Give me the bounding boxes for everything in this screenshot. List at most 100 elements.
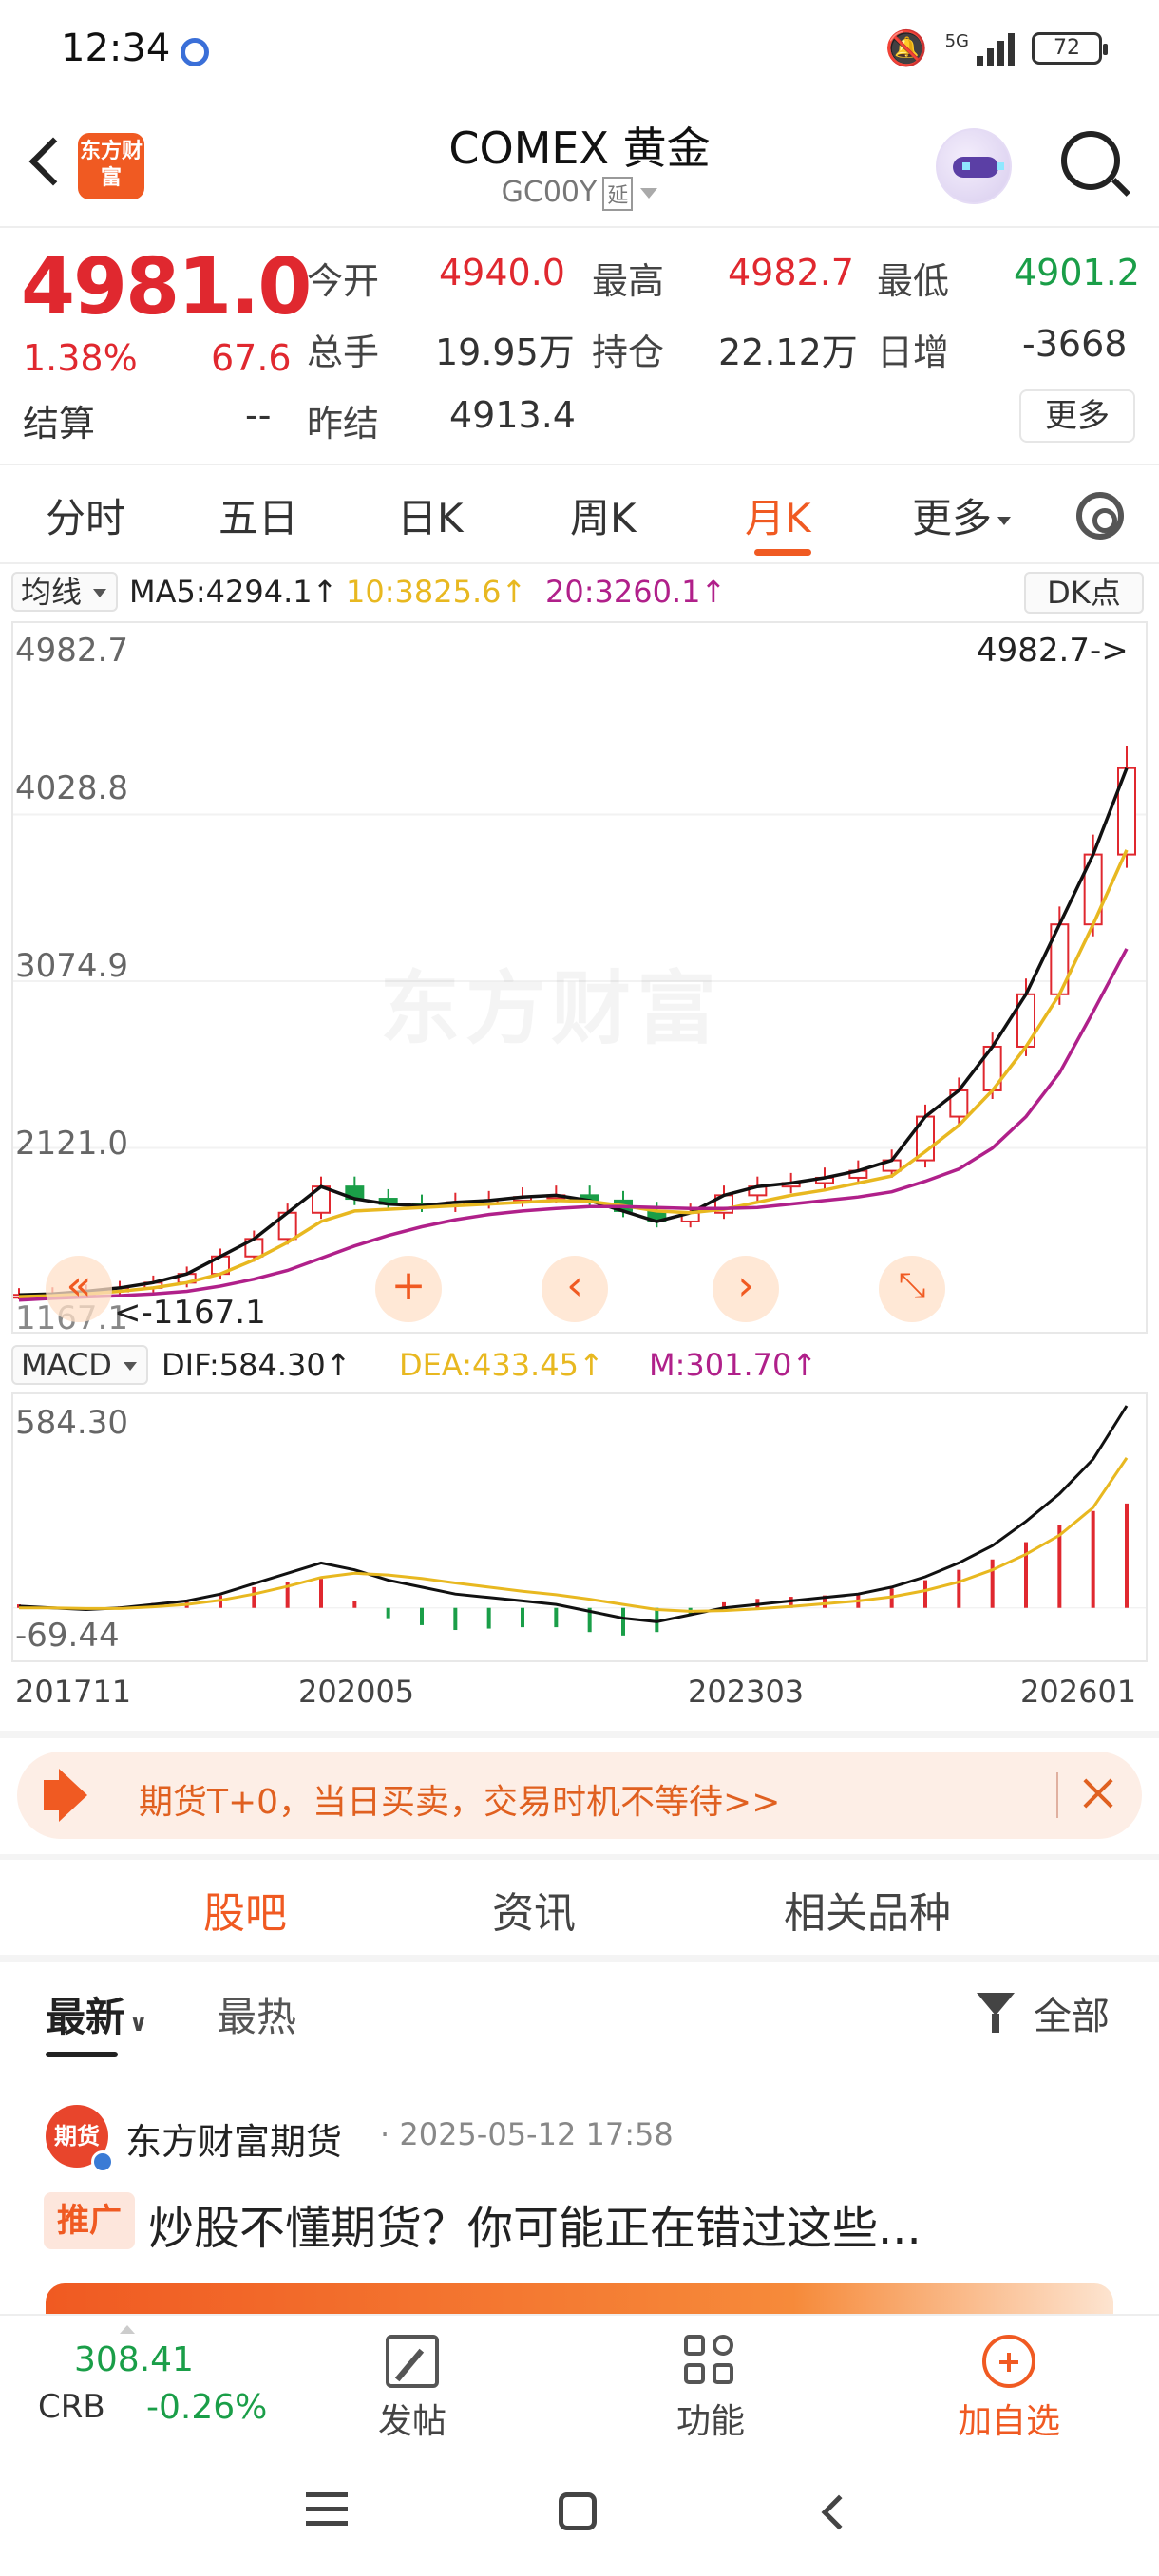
post-title[interactable]: 炒股不懂期货？你可能正在错过这些...: [148, 2202, 922, 2255]
promo-tag: 推广: [44, 2192, 135, 2249]
y-label-max: 4982.7: [15, 632, 128, 670]
status-right: 🔕 5G 72: [885, 28, 1108, 68]
post-button[interactable]: 发帖: [336, 2335, 488, 2443]
macd-chart[interactable]: [11, 1392, 1148, 1662]
open-label: 今开: [307, 260, 380, 302]
signal-icon: 5G: [945, 31, 1015, 66]
open-interest-value: 22.12万: [718, 331, 858, 373]
tab-more[interactable]: 更多: [912, 486, 1012, 544]
battery-icon: 72: [1032, 32, 1108, 65]
last-price: 4981.0: [21, 242, 312, 332]
macd-bar: [453, 1607, 458, 1631]
zoom-in-icon[interactable]: +: [375, 1256, 442, 1322]
post-item[interactable]: 期货 东方财富期货 · 2025-05-12 17:58 推广 炒股不懂期货？你…: [0, 2099, 1159, 2321]
section-gap: [0, 1731, 1159, 1738]
macd-select[interactable]: MACD: [11, 1345, 148, 1385]
add-circle-icon: [982, 2335, 1036, 2388]
promo-text: 期货T+0，当日买卖，交易时机不等待>>: [139, 1783, 781, 1822]
tab-monthly-k[interactable]: 月K: [745, 495, 811, 541]
macd-bar: [554, 1607, 559, 1628]
macd-bar: [319, 1579, 323, 1608]
macd-bar: [285, 1582, 290, 1608]
promo-banner[interactable]: 期货T+0，当日买卖，交易时机不等待>>: [17, 1752, 1142, 1839]
function-button[interactable]: 功能: [635, 2335, 787, 2443]
tab-related[interactable]: 相关品种: [784, 1889, 951, 1938]
m-value: M:301.70↑: [649, 1347, 818, 1383]
gear-icon[interactable]: [1076, 492, 1124, 540]
move-left-icon[interactable]: ‹: [542, 1256, 608, 1322]
add-watchlist-button[interactable]: 加自选: [933, 2335, 1085, 2443]
function-button-label: 功能: [675, 2402, 745, 2441]
ma20-value: 20:3260.1↑: [545, 574, 727, 610]
tab-news[interactable]: 资讯: [492, 1889, 576, 1938]
index-name: CRB: [38, 2388, 105, 2426]
filter-active-indicator: [46, 2052, 118, 2057]
y-label: 2121.0: [15, 1125, 128, 1163]
assistant-robot-icon[interactable]: [936, 128, 1012, 204]
filter-all[interactable]: 全部: [1034, 1995, 1110, 2038]
home-icon[interactable]: [559, 2492, 597, 2530]
filter-latest[interactable]: 最新 ∨: [46, 1985, 148, 2043]
apps-icon: [684, 2335, 737, 2388]
filter-hot[interactable]: 最热: [217, 1994, 297, 2040]
close-icon[interactable]: [1075, 1769, 1123, 1820]
post-button-label: 发帖: [377, 2402, 446, 2441]
low-label: 最低: [877, 260, 950, 302]
tab-daily-k[interactable]: 日K: [397, 495, 464, 541]
filter-row: 最新 ∨ 最热 全部: [0, 1976, 1159, 2061]
macd-bar: [621, 1607, 625, 1636]
ma10-value: 10:3825.6↑: [346, 574, 527, 610]
post-time: · 2025-05-12 17:58: [380, 2116, 674, 2152]
promo-separator: [1056, 1772, 1058, 1818]
ma-line-ma5: [18, 767, 1129, 1297]
chevron-down-icon: [640, 188, 658, 199]
ma-indicator-row: 均线 MA5:4294.1↑ 10:3825.6↑ 20:3260.1↑ DK点: [0, 568, 1159, 616]
megaphone-icon: [44, 1780, 63, 1810]
back-icon[interactable]: [821, 2494, 857, 2530]
macd-bar: [957, 1569, 961, 1608]
tab-minute[interactable]: 分时: [46, 495, 126, 541]
open-interest-label: 持仓: [592, 331, 665, 373]
macd-bar: [386, 1607, 390, 1619]
sub-tabs: 股吧 资讯 相关品种: [0, 1862, 1159, 1952]
kline-chart[interactable]: [11, 621, 1148, 1334]
macd-y-label-max: 584.30: [15, 1404, 128, 1442]
menu-icon[interactable]: [306, 2492, 348, 2535]
contract-selector[interactable]: GC00Y 延: [0, 176, 1159, 211]
chevron-down-icon: ∨: [129, 2010, 148, 2036]
x-label: 202005: [298, 1674, 415, 1710]
y-label: 4028.8: [15, 769, 128, 807]
candle-body: [1117, 767, 1136, 856]
kline-svg: [13, 745, 1146, 1302]
scroll-left-fast-icon[interactable]: «: [46, 1256, 112, 1322]
tab-weekly-k[interactable]: 周K: [570, 495, 636, 541]
min-price-marker: <-1167.1: [114, 1294, 266, 1332]
tab-more-label: 更多: [912, 495, 993, 541]
fullscreen-icon[interactable]: ⤡: [879, 1256, 945, 1322]
filter-icon[interactable]: [977, 1993, 1018, 2035]
add-watchlist-label: 加自选: [957, 2402, 1060, 2441]
delay-badge: 延: [602, 176, 634, 211]
ma-select[interactable]: 均线: [11, 572, 119, 612]
watermark: 东方财富: [380, 945, 722, 1060]
prev-settle-value: 4913.4: [449, 394, 576, 436]
macd-bar: [1125, 1503, 1129, 1608]
volume-value: 19.95万: [435, 331, 575, 373]
dk-point-button[interactable]: DK点: [1024, 572, 1144, 614]
macd-bar: [352, 1601, 357, 1608]
search-icon[interactable]: [1061, 131, 1120, 190]
change-percent: 1.38%: [23, 337, 138, 379]
more-quote-button[interactable]: 更多: [1019, 389, 1135, 443]
edit-icon: [386, 2335, 439, 2388]
macd-bar: [1057, 1525, 1062, 1608]
app-logo: 东方财富: [78, 133, 144, 199]
move-right-icon[interactable]: ›: [712, 1256, 779, 1322]
system-nav-bar: [0, 2451, 1159, 2576]
bottom-nav: 308.41 CRB -0.26% 发帖 功能 加自选: [0, 2314, 1159, 2447]
post-author[interactable]: 东方财富期货: [125, 2121, 343, 2163]
divider: [0, 562, 1159, 564]
tab-five-day[interactable]: 五日: [218, 495, 299, 541]
index-value: 308.41: [74, 2340, 194, 2379]
macd-line-dea: [19, 1457, 1129, 1613]
tab-forum[interactable]: 股吧: [203, 1889, 287, 1938]
